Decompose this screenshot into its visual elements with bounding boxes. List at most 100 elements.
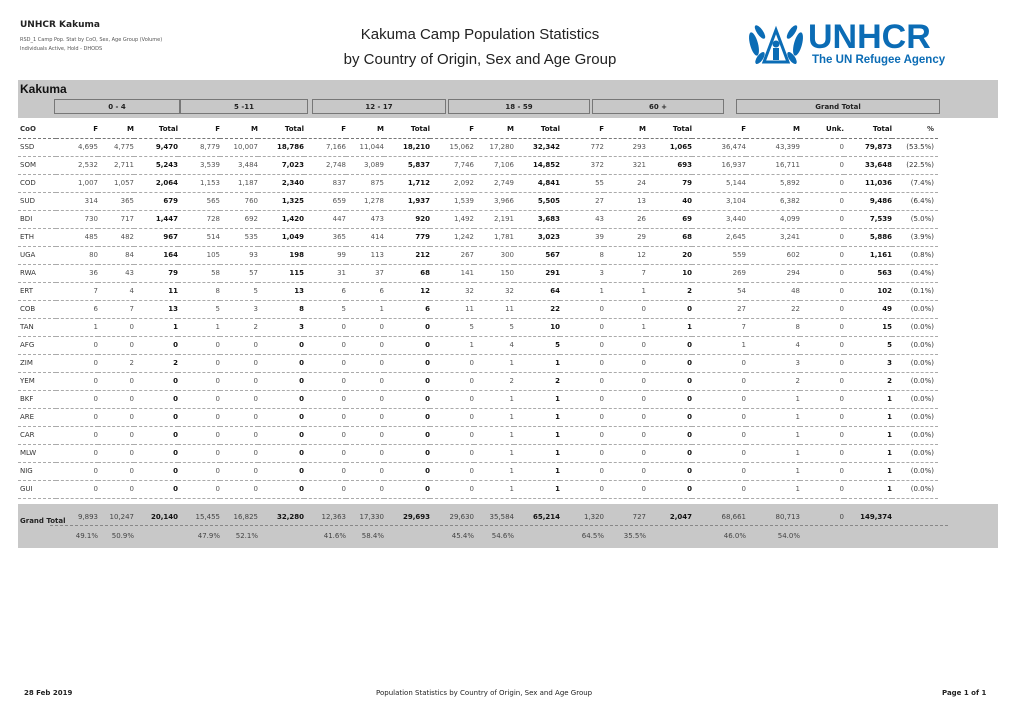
table-cell: 5 [430, 318, 474, 337]
grand-total-value: 29,630 [449, 513, 475, 521]
table-cell: 0 [178, 336, 220, 355]
table-cell: 0 [98, 336, 134, 355]
country-code: CAR [18, 426, 56, 445]
table-cell: 15,062 [430, 138, 474, 157]
grand-total-value: 1,320 [583, 513, 604, 521]
table-cell: 5,886 [844, 228, 892, 247]
camp-name: Kakuma [20, 82, 67, 96]
table-cell: 7 [604, 264, 646, 283]
table-cell: 0 [178, 372, 220, 391]
table-cell: 1,781 [474, 228, 514, 247]
table-cell: 1 [514, 390, 560, 409]
table-cell: 212 [384, 246, 430, 265]
table-cell: 0 [98, 372, 134, 391]
table-cell: 13 [258, 282, 304, 301]
table-cell: 105 [178, 246, 220, 265]
table-cell: 2,748 [304, 156, 346, 175]
table-cell: 6 [384, 300, 430, 319]
table-cell: 1 [844, 444, 892, 463]
table-cell: 43,399 [746, 138, 800, 157]
table-cell: 267 [430, 246, 474, 265]
table-cell: 18,786 [258, 138, 304, 157]
table-cell: 1 [604, 318, 646, 337]
grand-total-value: 15,455 [195, 513, 221, 521]
table-cell: 1 [474, 426, 514, 445]
country-code: UGA [18, 246, 56, 265]
table-cell: 4,695 [56, 138, 98, 157]
table-cell: 0 [134, 408, 178, 427]
grand-total-percent: 52.1% [235, 532, 258, 540]
unhcr-logo: UNHCR The UN Refugee Agency [746, 18, 956, 70]
table-cell: (0.0%) [892, 462, 938, 481]
table-cell: 0 [604, 354, 646, 373]
table-cell: 372 [560, 156, 604, 175]
table-cell: 0 [800, 246, 844, 265]
table-cell: 43 [560, 210, 604, 229]
table-cell: 11 [474, 300, 514, 319]
table-cell: 0 [56, 390, 98, 409]
title-line-1: Kakuma Camp Population Statistics [360, 26, 600, 43]
table-cell: 875 [346, 174, 384, 193]
table-cell: 1 [746, 426, 800, 445]
table-cell: 4 [746, 336, 800, 355]
table-cell: 1 [746, 408, 800, 427]
table-cell: 0 [56, 462, 98, 481]
table-cell: 4,841 [514, 174, 560, 193]
table-cell: 0 [98, 408, 134, 427]
table-cell: 13 [604, 192, 646, 211]
country-code: COB [18, 300, 56, 319]
table-cell: 0 [646, 336, 692, 355]
grand-total-value: 35,584 [489, 513, 515, 521]
column-header-row: CoO F M Total F M Total F M Total F M Total F M Total F M… [18, 120, 938, 139]
table-cell: 0 [220, 480, 258, 499]
table-cell: 0 [56, 480, 98, 499]
table-cell: 0 [346, 354, 384, 373]
header-left: UNHCR Kakuma RSD_1 Camp Pop. Stat by CoO… [20, 20, 162, 54]
table-cell: 1,447 [134, 210, 178, 229]
table-cell: 514 [178, 228, 220, 247]
country-code: ARE [18, 408, 56, 427]
table-cell: 2 [844, 372, 892, 391]
table-cell: 1,325 [258, 192, 304, 211]
table-cell: 414 [346, 228, 384, 247]
table-cell: (5.0%) [892, 210, 938, 229]
table-cell: 58 [178, 264, 220, 283]
table-cell: 0 [430, 480, 474, 499]
table-cell: 2,191 [474, 210, 514, 229]
group-header-60-plus: 60 + [592, 99, 724, 114]
table-cell: 0 [304, 480, 346, 499]
country-code: MLW [18, 444, 56, 463]
table-cell: 11 [134, 282, 178, 301]
table-cell: 12 [384, 282, 430, 301]
table-cell: 0 [800, 300, 844, 319]
table-cell: 0 [692, 408, 746, 427]
table-cell: 0 [430, 354, 474, 373]
table-cell: 0 [692, 462, 746, 481]
table-cell: 1 [474, 462, 514, 481]
table-cell: 535 [220, 228, 258, 247]
table-cell: 365 [304, 228, 346, 247]
table-cell: 0 [178, 462, 220, 481]
table-cell: 0 [430, 444, 474, 463]
table-cell: 2,749 [474, 174, 514, 193]
table-cell: (0.0%) [892, 444, 938, 463]
table-cell: 36,474 [692, 138, 746, 157]
table-cell: 0 [220, 390, 258, 409]
table-cell: 1 [746, 390, 800, 409]
table-row: ARE 0 0 0 0 0 0 0 0 0 0 1 1 0 0 0 0 1 0 1 (0.0%) [18, 408, 938, 427]
table-cell: 7 [56, 282, 98, 301]
table-cell: 1 [474, 390, 514, 409]
panel-header: Kakuma 0 - 4 5 -11 12 - 17 18 - 59 60 + … [18, 80, 998, 118]
table-cell: 79,873 [844, 138, 892, 157]
table-cell: 5 [220, 282, 258, 301]
table-cell: 0 [220, 462, 258, 481]
table-cell: 0 [258, 462, 304, 481]
logo-tagline: The UN Refugee Agency [812, 54, 946, 66]
table-cell: 0 [346, 318, 384, 337]
table-row: YEM 0 0 0 0 0 0 0 0 0 0 2 2 0 0 0 0 2 0 2 (0.0%) [18, 372, 938, 391]
table-cell: 3,023 [514, 228, 560, 247]
country-code: ZIM [18, 354, 56, 373]
table-cell: 1 [474, 354, 514, 373]
table-cell: 2 [134, 354, 178, 373]
table-cell: 1 [430, 336, 474, 355]
